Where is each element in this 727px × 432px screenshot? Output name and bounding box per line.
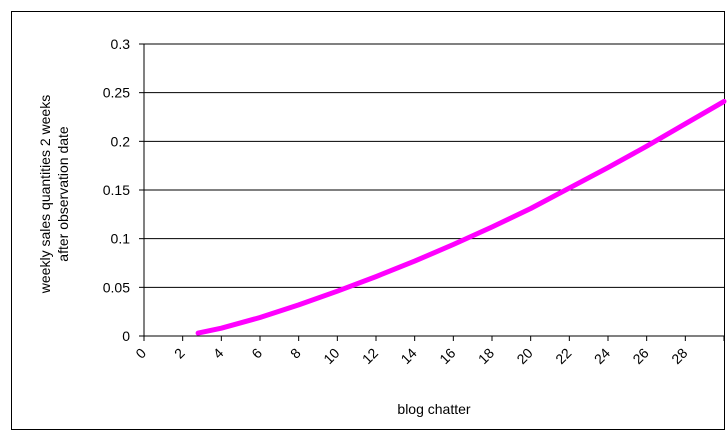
x-tick-label-0: 0: [132, 345, 149, 362]
y-axis-title: weekly sales quantities 2 weeks after ob…: [37, 95, 71, 294]
y-tick-label-2: 0.1: [111, 231, 131, 247]
x-tick-label-2: 4: [210, 345, 227, 362]
series-line-0: [195, 98, 727, 336]
y-tick-label-3: 0.15: [103, 182, 130, 198]
x-tick-label-9: 18: [475, 345, 497, 367]
y-tick-label-0: 0: [122, 328, 130, 344]
y-tick-label-6: 0.3: [111, 36, 131, 52]
y-tick-label-5: 0.25: [103, 85, 130, 101]
x-tick-label-10: 20: [513, 345, 535, 367]
x-tick-label-7: 14: [397, 345, 419, 367]
x-tick-label-4: 8: [287, 345, 304, 362]
x-axis-ticks: 0 2 4 6 8 10 12 14 16 18 20 22 24 26 28: [132, 336, 725, 367]
x-tick-label-1: 2: [171, 345, 188, 362]
x-tick-label-13: 26: [629, 345, 651, 367]
series-group: [195, 98, 727, 336]
gridlines: [144, 43, 724, 288]
x-tick-label-5: 10: [320, 345, 342, 367]
x-tick-label-14: 28: [668, 345, 690, 367]
x-tick-label-12: 24: [591, 345, 613, 367]
x-tick-label-11: 22: [552, 345, 574, 367]
y-axis-title-line-2: after observation date: [55, 126, 71, 262]
chart-frame: [11, 11, 725, 430]
y-tick-label-1: 0.05: [103, 279, 130, 295]
x-tick-label-3: 6: [248, 345, 265, 362]
x-tick-label-8: 16: [436, 345, 458, 367]
x-axis-title: blog chatter: [397, 401, 470, 417]
y-axis-title-line-1: weekly sales quantities 2 weeks: [37, 95, 53, 294]
y-tick-label-4: 0.2: [111, 133, 131, 149]
y-axis-ticks: 0 0.05 0.1 0.15 0.2 0.25 0.3: [103, 36, 144, 344]
x-tick-label-6: 12: [359, 345, 381, 367]
